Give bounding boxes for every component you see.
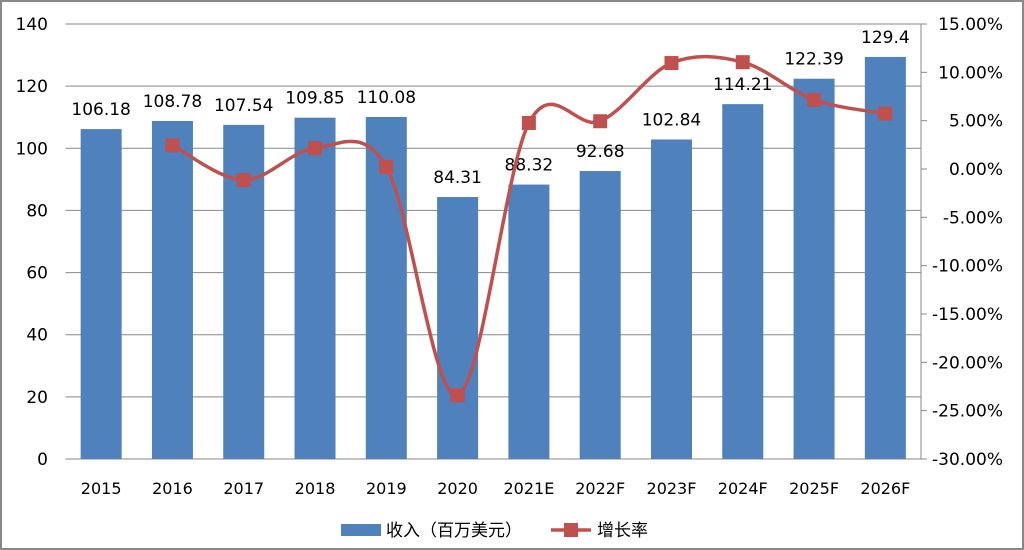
right-axis-tick-label: 10.00% — [938, 63, 1003, 83]
growth-rate-marker — [878, 106, 893, 121]
legend-line-label: 增长率 — [597, 521, 648, 541]
bar — [864, 56, 906, 459]
left-axis-tick-label: 0 — [37, 450, 48, 470]
bar — [294, 117, 336, 459]
growth-rate-marker — [593, 114, 608, 129]
bar — [365, 116, 407, 460]
bar — [722, 104, 764, 460]
x-axis-tick-label: 2015 — [81, 479, 122, 498]
bar-data-label: 110.08 — [357, 88, 416, 108]
x-axis-tick-label: 2018 — [295, 479, 336, 498]
right-axis-tick-label: 15.00% — [938, 15, 1003, 35]
x-axis-tick-label: 2020 — [437, 479, 478, 498]
bar-data-label: 92.68 — [576, 142, 625, 162]
bar — [151, 121, 193, 459]
right-axis-tick-label: -5.00% — [943, 208, 1003, 228]
bar-data-label: 109.85 — [285, 89, 344, 109]
growth-rate-marker — [450, 388, 465, 403]
x-axis-tick-label: 2023F — [647, 479, 697, 498]
legend-bar-label: 收入（百万美元） — [386, 521, 522, 541]
x-axis-tick-label: 2017 — [223, 479, 264, 498]
left-axis-tick-label: 140 — [16, 15, 48, 35]
bar-data-label: 106.18 — [71, 100, 130, 120]
left-axis-tick-label: 20 — [26, 388, 48, 408]
growth-rate-marker — [165, 138, 180, 153]
growth-rate-marker — [807, 92, 822, 107]
growth-rate-marker — [664, 56, 679, 71]
right-axis-tick-label: -15.00% — [932, 305, 1003, 325]
bar-data-label: 122.39 — [784, 50, 843, 70]
right-axis-tick-label: 0.00% — [949, 160, 1003, 180]
right-axis-tick-label: -20.00% — [932, 353, 1003, 373]
bar — [793, 78, 835, 459]
legend-line-marker — [564, 523, 578, 537]
bar — [579, 171, 621, 459]
growth-rate-marker — [735, 55, 750, 70]
x-axis-tick-label: 2022F — [575, 479, 625, 498]
bar-data-label: 108.78 — [143, 92, 202, 112]
left-axis-tick-label: 100 — [16, 139, 48, 159]
right-axis-tick-label: 5.00% — [949, 112, 1003, 132]
bar — [650, 139, 692, 459]
bar — [437, 197, 479, 459]
x-axis-tick-label: 2019 — [366, 479, 407, 498]
growth-rate-marker — [236, 173, 251, 188]
bar — [508, 184, 550, 459]
right-axis-tick-label: -10.00% — [932, 257, 1003, 277]
left-axis-tick-label: 40 — [26, 326, 48, 346]
left-axis-tick-label: 120 — [16, 77, 48, 97]
right-axis-tick-label: -30.00% — [932, 450, 1003, 470]
growth-rate-marker — [521, 115, 536, 130]
bar — [80, 129, 122, 460]
x-axis-tick-label: 2016 — [152, 479, 193, 498]
growth-rate-marker — [308, 141, 323, 156]
bar-data-label: 102.84 — [642, 110, 701, 130]
right-axis-tick-label: -25.00% — [932, 402, 1003, 422]
left-axis-tick-label: 80 — [26, 201, 48, 221]
legend-bar-swatch — [341, 524, 381, 536]
x-axis-tick-label: 2021E — [503, 479, 554, 498]
left-axis-tick-label: 60 — [26, 264, 48, 284]
bar-data-label: 107.54 — [214, 96, 273, 116]
growth-rate-marker — [379, 159, 394, 174]
bar-data-label: 129.4 — [861, 28, 910, 48]
bar-data-label: 114.21 — [713, 75, 772, 95]
x-axis-tick-label: 2026F — [860, 479, 910, 498]
x-axis-tick-label: 2025F — [789, 479, 839, 498]
bar-data-label: 84.31 — [433, 168, 482, 188]
x-axis-tick-label: 2024F — [718, 479, 768, 498]
